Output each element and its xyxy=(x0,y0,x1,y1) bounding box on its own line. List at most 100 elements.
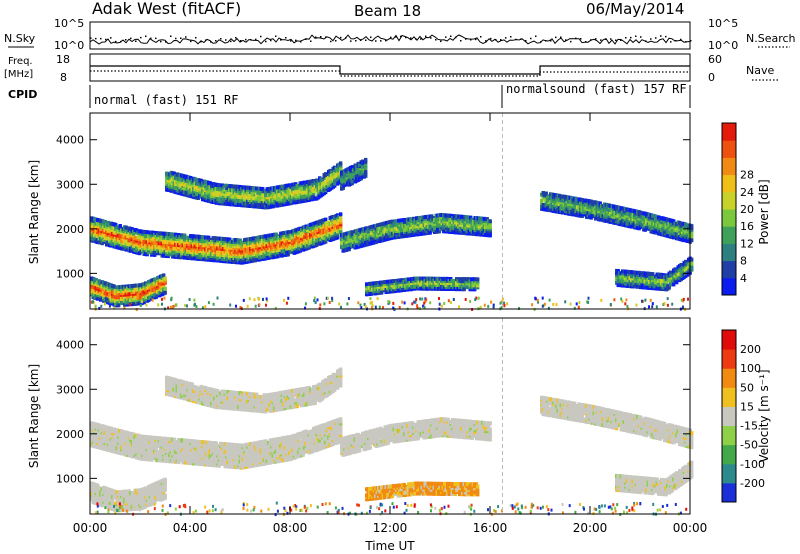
colorbar-tick: -200 xyxy=(740,477,765,490)
power-band-7 xyxy=(540,191,694,244)
velocity-band-2 xyxy=(90,477,167,513)
colorbar-tick: 24 xyxy=(740,186,754,199)
cpid-label: CPID xyxy=(8,88,37,101)
colorbar-frame xyxy=(721,329,737,503)
ytick-label: 1000 xyxy=(56,472,84,485)
freq-panel: Freq. [MHz] 18 8 60 0 Nave xyxy=(4,53,780,84)
date-label: 06/May/2014 xyxy=(586,0,684,18)
colorbar-tick: 8 xyxy=(740,255,747,268)
power-y-axis: 1000 2000 3000 4000 xyxy=(56,134,690,280)
colorbar-segment xyxy=(722,226,736,244)
nave-label: Nave xyxy=(746,64,774,77)
colorbar-segment xyxy=(722,349,736,369)
nsearch-label: N.Search xyxy=(746,32,796,45)
xtick-label: 00:00 xyxy=(73,521,108,535)
colorbar-segment xyxy=(722,444,736,465)
freq-trace xyxy=(90,65,690,77)
power-ylabel: Slant Range [km] xyxy=(27,160,41,264)
colorbar-tick: 12 xyxy=(740,237,754,250)
ytick-label: 3000 xyxy=(56,383,84,396)
velocity-band-6 xyxy=(540,395,694,450)
ytick-label: 2000 xyxy=(56,223,84,236)
colorbar-segment xyxy=(722,209,736,227)
colorbar-segment xyxy=(722,123,736,141)
colorbar-frame xyxy=(721,122,737,296)
nsky-panel: N.Sky 10^5 10^0 10^5 10^0 N.Search xyxy=(4,17,796,52)
xtick-label: 00:00 xyxy=(673,521,708,535)
velocity-band-5 xyxy=(365,481,480,502)
freq-label-line1: Freq. xyxy=(8,56,33,67)
freq-tick-bottom: 8 xyxy=(60,71,67,84)
colorbar-segment xyxy=(722,425,736,446)
ytick-label: 2000 xyxy=(56,428,84,441)
nsearch-tick-bottom: 10^0 xyxy=(708,39,738,52)
colorbar-segment xyxy=(722,330,736,350)
nsky-tick-top: 10^5 xyxy=(54,17,84,30)
colorbar-tick: 200 xyxy=(740,343,761,356)
ytick-label: 4000 xyxy=(56,339,84,352)
power-band-8 xyxy=(615,256,694,292)
velocity-colorbar-label: Velocity [m s⁻¹] xyxy=(757,369,771,462)
velocity-band-1 xyxy=(90,417,343,470)
colorbar-segment xyxy=(722,140,736,158)
velocity-colorbar: 200 100 50 15 -15 -50 -100 -200 xyxy=(721,329,765,503)
colorbar-segment xyxy=(722,406,736,427)
power-band-5 xyxy=(365,276,480,297)
nsky-label: N.Sky xyxy=(4,32,36,45)
beam-label: Beam 18 xyxy=(354,2,421,20)
cpid-segment-1: normal (fast) 151 RF xyxy=(94,93,239,107)
ytick-label: 3000 xyxy=(56,178,84,191)
colorbar-segment xyxy=(722,482,736,503)
xtick-label: 20:00 xyxy=(573,521,608,535)
power-band-6 xyxy=(340,157,368,191)
xtick-label: 12:00 xyxy=(373,521,408,535)
freq-tick-top: 18 xyxy=(56,53,70,66)
colorbar-tick: 28 xyxy=(740,169,754,182)
power-colorbar: 4 8 12 16 20 24 28 xyxy=(721,122,754,296)
ytick-label: 4000 xyxy=(56,134,84,147)
cpid-panel: CPID normal (fast) 151 RF normalsound (f… xyxy=(8,82,691,108)
nsearch-tick-top: 10^5 xyxy=(708,17,738,30)
power-band-1 xyxy=(90,212,343,265)
velocity-heatmap xyxy=(90,318,694,517)
power-band-2 xyxy=(90,273,167,308)
time-xlabel: Time UT xyxy=(364,539,415,553)
xtick-label: 08:00 xyxy=(273,521,308,535)
colorbar-tick: -15 xyxy=(740,420,758,433)
colorbar-segment xyxy=(722,243,736,262)
colorbar-segment xyxy=(722,260,736,279)
velocity-band-4 xyxy=(340,417,492,457)
nsky-trace xyxy=(89,34,692,45)
colorbar-tick: 100 xyxy=(740,362,761,375)
ytick-label: 1000 xyxy=(56,267,84,280)
time-x-axis: 00:00 04:00 08:00 12:00 16:00 20:00 00:00 xyxy=(73,113,708,535)
colorbar-segment xyxy=(722,157,736,176)
colorbar-tick: -50 xyxy=(740,439,758,452)
power-band-3 xyxy=(165,161,343,210)
nsky-line xyxy=(89,34,691,45)
freq-label-line2: [MHz] xyxy=(4,69,33,80)
colorbar-tick: 16 xyxy=(740,220,754,233)
velocity-band-7 xyxy=(615,460,694,497)
xtick-label: 04:00 xyxy=(173,521,208,535)
station-title: Adak West (fitACF) xyxy=(92,0,241,18)
power-band-4 xyxy=(340,213,492,253)
nave-tick-top: 60 xyxy=(708,53,722,66)
nave-tick-bottom: 0 xyxy=(708,71,715,84)
colorbar-tick: 20 xyxy=(740,203,754,216)
nave-line xyxy=(90,70,690,77)
power-colorbar-label: Power [dB] xyxy=(757,179,771,244)
nsearch-dots xyxy=(90,35,692,43)
nsky-tick-bottom: 10^0 xyxy=(54,39,84,52)
colorbar-tick: 4 xyxy=(740,272,747,285)
xtick-label: 16:00 xyxy=(473,521,508,535)
colorbar-segment xyxy=(722,191,736,210)
colorbar-tick: 50 xyxy=(740,381,754,394)
colorbar-segment xyxy=(722,174,736,193)
colorbar-tick: 15 xyxy=(740,400,754,413)
colorbar-segment xyxy=(722,463,736,484)
colorbar-segment xyxy=(722,277,736,296)
colorbar-segment xyxy=(722,368,736,388)
